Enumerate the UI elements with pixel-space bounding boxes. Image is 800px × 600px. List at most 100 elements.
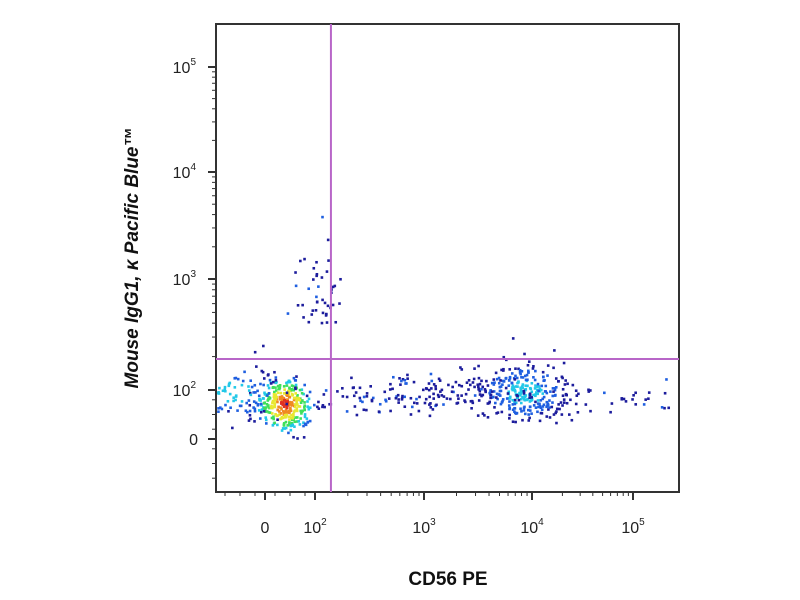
data-point	[371, 396, 375, 400]
data-point	[300, 391, 304, 395]
data-point	[292, 398, 296, 402]
data-point	[312, 278, 315, 281]
data-point	[279, 406, 282, 409]
data-point	[286, 411, 289, 414]
data-point	[554, 386, 558, 389]
data-point	[663, 391, 667, 395]
data-point	[542, 395, 546, 399]
data-point	[352, 394, 356, 398]
data-point	[516, 396, 520, 399]
data-point	[631, 398, 634, 401]
data-point	[504, 386, 508, 390]
data-point	[536, 382, 540, 386]
data-point	[308, 390, 312, 394]
data-point	[227, 384, 231, 388]
data-point	[295, 396, 298, 400]
y-tick-label: 104	[173, 162, 197, 182]
data-point	[478, 393, 482, 396]
data-point	[589, 389, 592, 392]
data-point	[574, 402, 578, 406]
data-point	[519, 386, 522, 390]
data-point	[555, 410, 558, 413]
data-point	[298, 397, 302, 400]
data-point	[283, 410, 287, 414]
data-point	[531, 367, 535, 370]
data-point	[566, 382, 569, 386]
data-point	[295, 407, 299, 411]
data-point	[334, 320, 338, 324]
data-point	[409, 413, 413, 416]
data-point	[520, 375, 523, 379]
data-point	[520, 369, 524, 373]
data-point	[410, 405, 414, 409]
data-point	[483, 388, 487, 391]
data-point	[331, 303, 335, 307]
data-point	[442, 395, 446, 398]
data-point	[306, 420, 310, 424]
data-point	[248, 413, 252, 417]
data-point	[529, 387, 533, 391]
data-point	[253, 383, 257, 387]
data-point	[480, 387, 483, 391]
data-point	[476, 414, 480, 417]
data-point	[289, 428, 293, 432]
data-point	[353, 405, 357, 408]
data-point	[538, 402, 541, 406]
data-point	[508, 379, 511, 382]
data-point	[284, 408, 288, 411]
data-point	[288, 395, 292, 399]
data-point	[432, 392, 435, 396]
data-point	[247, 419, 251, 422]
data-point	[547, 408, 550, 411]
data-point	[266, 399, 270, 402]
data-point	[569, 398, 572, 402]
data-point	[262, 397, 265, 400]
data-point	[541, 392, 545, 395]
data-point	[284, 420, 288, 424]
data-point	[264, 393, 268, 396]
data-point	[523, 405, 526, 409]
x-tick-label: 102	[303, 517, 327, 537]
data-point	[287, 409, 291, 413]
data-point	[506, 392, 510, 395]
data-point	[220, 407, 224, 411]
data-point	[307, 407, 311, 411]
data-point	[303, 401, 306, 404]
data-point	[288, 400, 292, 404]
data-point	[316, 405, 319, 409]
data-point	[538, 404, 542, 408]
data-point	[247, 385, 250, 388]
data-point	[451, 385, 454, 389]
data-point	[413, 401, 416, 405]
data-point	[292, 415, 295, 418]
data-point	[259, 382, 262, 386]
data-point	[283, 388, 286, 391]
data-point	[518, 371, 522, 374]
data-point	[477, 364, 480, 368]
data-point	[534, 394, 537, 398]
data-point	[396, 393, 400, 397]
data-point	[521, 376, 525, 379]
data-point	[435, 403, 438, 407]
data-point	[323, 301, 327, 305]
data-point	[551, 394, 555, 398]
data-point	[216, 391, 220, 395]
data-point	[365, 392, 369, 395]
data-point	[565, 401, 569, 405]
data-point	[521, 396, 524, 399]
data-point	[492, 390, 496, 393]
data-point	[322, 393, 326, 396]
data-point	[313, 403, 316, 407]
data-point	[323, 405, 326, 409]
data-point	[378, 402, 382, 406]
data-point	[571, 383, 575, 387]
data-point	[508, 400, 511, 403]
data-point	[392, 375, 395, 379]
data-point	[243, 370, 246, 374]
data-point	[535, 388, 539, 392]
data-point	[470, 407, 473, 410]
data-point	[544, 390, 548, 393]
data-point	[303, 404, 306, 408]
data-point	[266, 373, 270, 377]
data-point	[527, 360, 531, 363]
